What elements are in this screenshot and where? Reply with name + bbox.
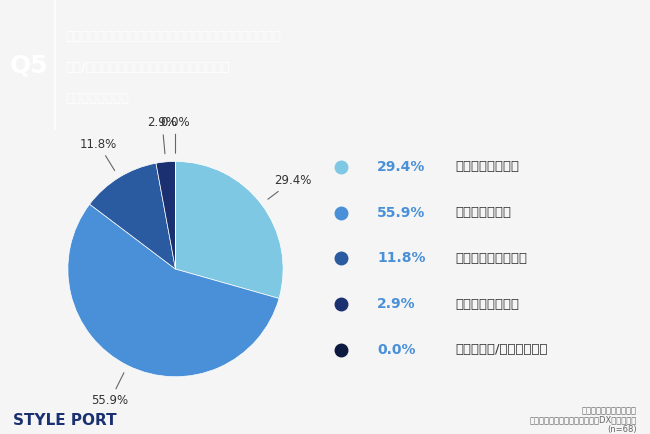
Wedge shape — [176, 161, 283, 299]
Text: 11.8%: 11.8% — [377, 251, 426, 265]
Text: STYLE PORT: STYLE PORT — [13, 413, 116, 428]
Text: 29.4%: 29.4% — [268, 174, 311, 199]
Text: マンション販売における不動産DXの実態調査: マンション販売における不動産DXの実態調査 — [530, 416, 637, 425]
Text: 全く感じていない: 全く感じていない — [455, 298, 519, 311]
Text: 2.9%: 2.9% — [147, 116, 177, 154]
Text: 29.4%: 29.4% — [377, 160, 425, 174]
Text: 0.0%: 0.0% — [161, 116, 190, 153]
Text: 11.8%: 11.8% — [80, 138, 117, 171]
Text: 55.9%: 55.9% — [92, 373, 129, 407]
Text: (n=68): (n=68) — [607, 425, 637, 434]
Text: あまり感じていない: あまり感じていない — [455, 252, 527, 265]
Text: 55.9%: 55.9% — [377, 206, 425, 220]
Text: わからない/答えられない: わからない/答えられない — [455, 343, 547, 356]
Text: 2.9%: 2.9% — [377, 297, 415, 311]
Text: 0.0%: 0.0% — [377, 343, 415, 357]
Wedge shape — [68, 204, 279, 377]
Text: 接客/販売用のデジタルツールの活用に効果を: 接客/販売用のデジタルツールの活用に効果を — [65, 61, 230, 74]
Text: Q5: Q5 — [10, 53, 49, 77]
Text: 株式会社スタイルポート: 株式会社スタイルポート — [582, 407, 637, 416]
Wedge shape — [156, 161, 176, 269]
Text: やや感じている: やや感じている — [455, 206, 511, 219]
Wedge shape — [90, 163, 176, 269]
Text: あなたは、新築分譲マンションの営業・販売活動における、: あなたは、新築分譲マンションの営業・販売活動における、 — [65, 30, 281, 43]
Text: 非常に感じている: 非常に感じている — [455, 160, 519, 173]
Text: 感じていますか。: 感じていますか。 — [65, 92, 129, 105]
